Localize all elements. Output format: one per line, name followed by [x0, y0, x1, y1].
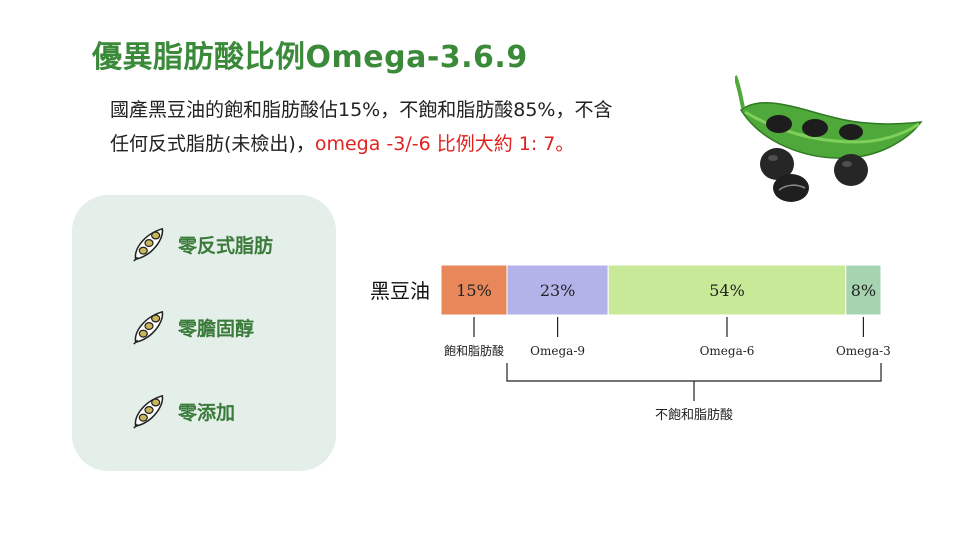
group-label: 不飽和脂肪酸 — [655, 407, 733, 423]
page-title: 優異脂肪酸比例Omega-3.6.9 — [92, 40, 528, 75]
features-panel: 零反式脂肪 零膽固醇 零添加 — [72, 195, 336, 471]
series-label: Omega-6 — [700, 344, 755, 358]
bar-segment — [440, 264, 508, 316]
bar-value-label: 23% — [540, 281, 576, 300]
description-line-2-text: 任何反式脂肪(未檢出)， — [110, 133, 315, 155]
feature-item-no-cholesterol: 零膽固醇 — [130, 308, 254, 346]
series-label: Omega-9 — [530, 344, 585, 358]
bar-value-label: 8% — [851, 281, 876, 300]
feature-label: 零膽固醇 — [178, 317, 255, 340]
category-label: 黑豆油 — [370, 279, 430, 303]
feature-item-no-additives: 零添加 — [130, 392, 235, 430]
description-line-1: 國產黑豆油的飽和脂肪酸佔15%，不飽和脂肪酸85%，不含 — [110, 99, 613, 121]
series-label: Omega-3 — [836, 344, 891, 358]
bar-value-label: 15% — [456, 281, 492, 300]
soybean-pod-icon — [133, 394, 164, 429]
feature-item-no-trans-fat: 零反式脂肪 — [130, 225, 273, 263]
series-label: 飽和脂肪酸 — [444, 343, 504, 358]
soybean-pod-icon — [133, 227, 164, 262]
bar-segment — [607, 264, 847, 316]
feature-label: 零添加 — [178, 401, 236, 424]
soybean-pod-icon — [133, 310, 164, 345]
unsaturated-bracket — [506, 363, 882, 382]
bar-value-label: 54% — [709, 281, 745, 300]
bar-segment — [845, 264, 882, 316]
description: 國產黑豆油的飽和脂肪酸佔15%，不飽和脂肪酸85%，不含 任何反式脂肪(未檢出)… — [110, 93, 730, 161]
description-line-2: 任何反式脂肪(未檢出)，omega -3/-6 比例大約 1: 7。 — [110, 127, 730, 161]
black-soybean-pod-illustration — [735, 75, 923, 202]
feature-label: 零反式脂肪 — [178, 234, 274, 257]
bar-segment — [506, 264, 609, 316]
omega-ratio-highlight: omega -3/-6 比例大約 1: 7。 — [314, 133, 575, 155]
